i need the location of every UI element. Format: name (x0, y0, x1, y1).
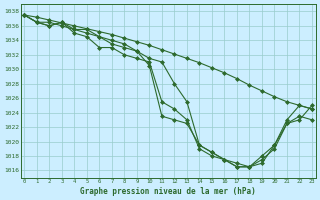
X-axis label: Graphe pression niveau de la mer (hPa): Graphe pression niveau de la mer (hPa) (80, 187, 256, 196)
